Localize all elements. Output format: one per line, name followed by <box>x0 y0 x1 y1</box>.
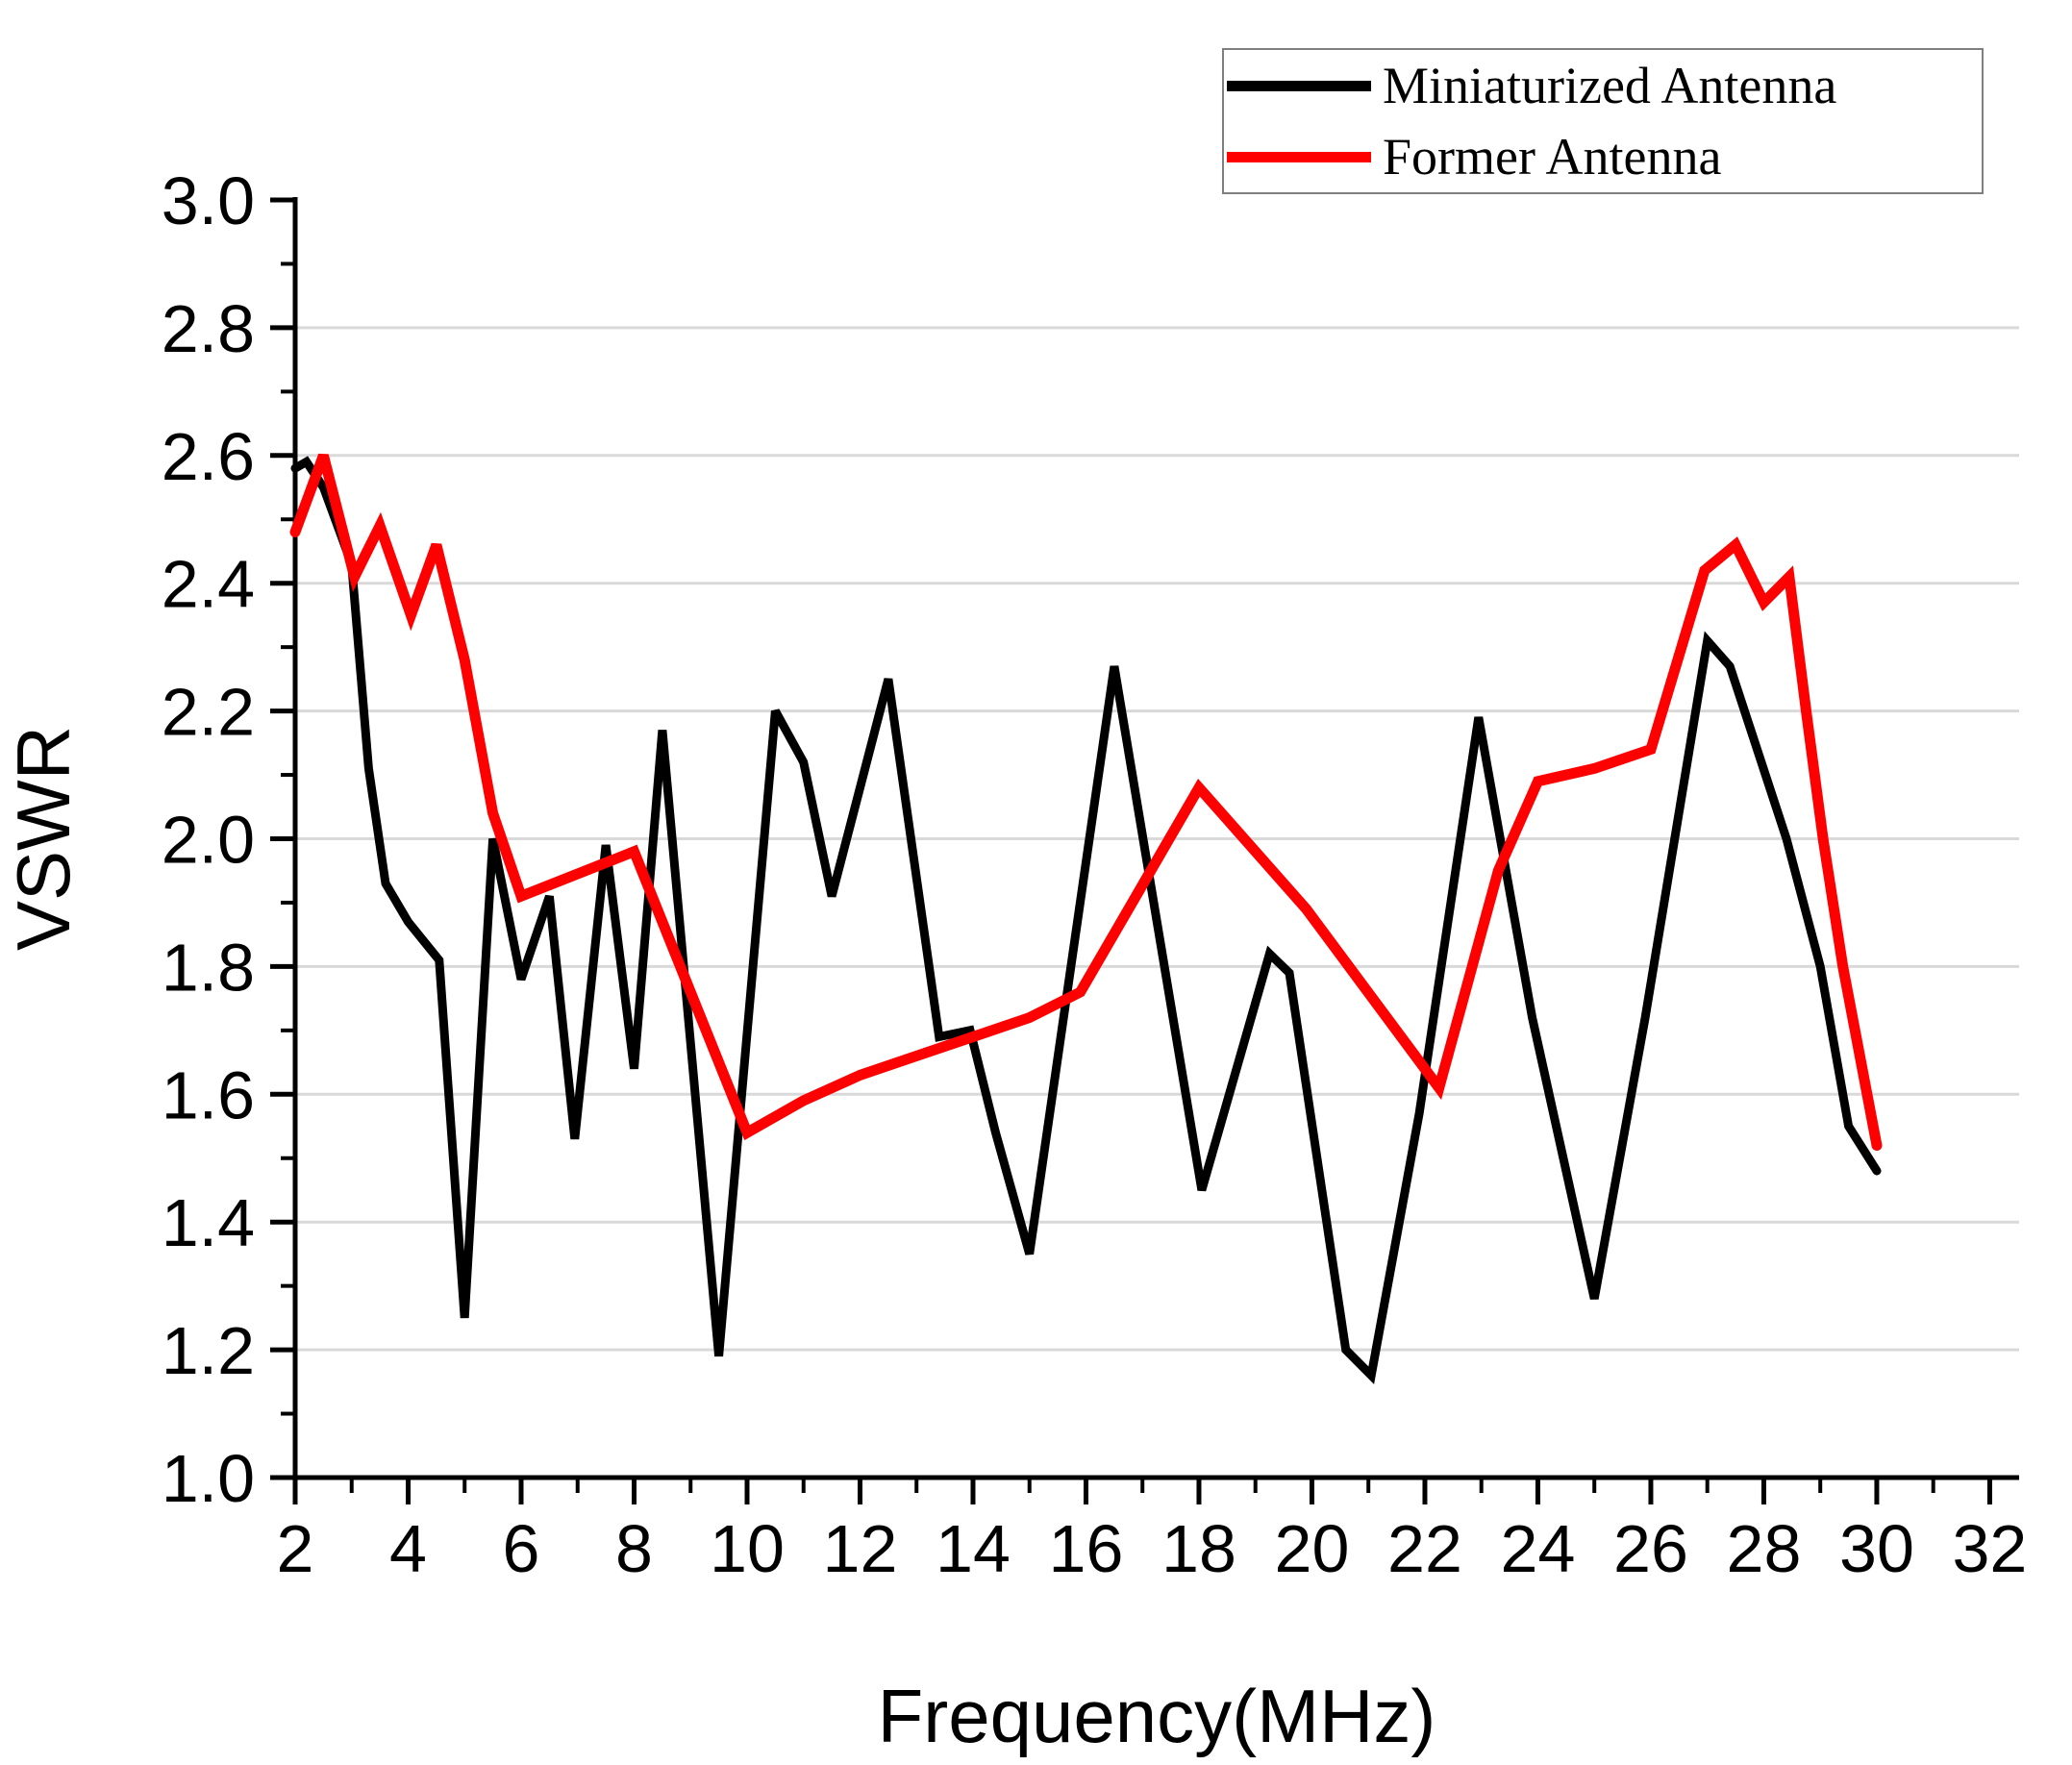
y-tick-label-2.0: 2.0 <box>162 803 255 878</box>
y-tick-label-1.0: 1.0 <box>162 1441 255 1516</box>
x-tick-label-30: 30 <box>1839 1511 1914 1586</box>
x-tick-label-4: 4 <box>389 1511 427 1586</box>
y-tick-label-2.4: 2.4 <box>162 547 255 622</box>
y-axis-title: VSWR <box>1 726 86 951</box>
y-tick-label-3.0: 3.0 <box>162 163 255 238</box>
former-line-swatch <box>1227 151 1371 162</box>
x-tick-label-20: 20 <box>1275 1511 1350 1586</box>
x-tick-label-12: 12 <box>823 1511 898 1586</box>
gridlines <box>295 326 2019 1352</box>
legend-item-miniaturized: Miniaturized Antenna <box>1224 50 1982 121</box>
y-tick-label-2.6: 2.6 <box>162 419 255 494</box>
series-line-miniaturized-antenna <box>290 456 1882 1384</box>
y-tick-label-2.8: 2.8 <box>162 291 255 366</box>
y-tick-label-1.4: 1.4 <box>162 1185 255 1260</box>
x-tick-label-18: 18 <box>1161 1511 1236 1586</box>
x-tick-label-10: 10 <box>710 1511 785 1586</box>
legend-box: Miniaturized Antenna Former Antenna <box>1222 48 1984 194</box>
x-tick-label-8: 8 <box>615 1511 653 1586</box>
x-tick-label-24: 24 <box>1501 1511 1576 1586</box>
miniaturized-line-swatch <box>1227 80 1371 91</box>
legend-label-miniaturized: Miniaturized Antenna <box>1383 57 1837 114</box>
x-tick-label-28: 28 <box>1727 1511 1802 1586</box>
x-tick-label-14: 14 <box>936 1511 1011 1586</box>
x-tick-label-2: 2 <box>277 1511 314 1586</box>
legend-item-former: Former Antenna <box>1224 121 1982 192</box>
y-tick-label-1.2: 1.2 <box>162 1313 255 1388</box>
y-tick-label-1.8: 1.8 <box>162 930 255 1005</box>
y-tick-label-2.2: 2.2 <box>162 675 255 750</box>
x-tick-label-6: 6 <box>503 1511 540 1586</box>
y-tick-label-1.6: 1.6 <box>162 1057 255 1132</box>
x-tick-label-22: 22 <box>1387 1511 1462 1586</box>
x-tick-label-32: 32 <box>1953 1511 2028 1586</box>
legend-label-former: Former Antenna <box>1383 128 1722 186</box>
x-tick-label-16: 16 <box>1049 1511 1124 1586</box>
series-line-former-antenna <box>289 453 1883 1151</box>
axes: 1.0 1.2 1.4 1.6 1.8 2.0 2.2 2.4 2.6 2.8 3.0 2 4 6 8 10 1… <box>162 163 2028 1586</box>
x-tick-label-26: 26 <box>1613 1511 1688 1586</box>
series-lines <box>289 453 1883 1384</box>
axis-labels: VSWR Frequency(MHz) <box>1 726 1435 1758</box>
x-axis-title: Frequency(MHz) <box>878 1674 1436 1758</box>
